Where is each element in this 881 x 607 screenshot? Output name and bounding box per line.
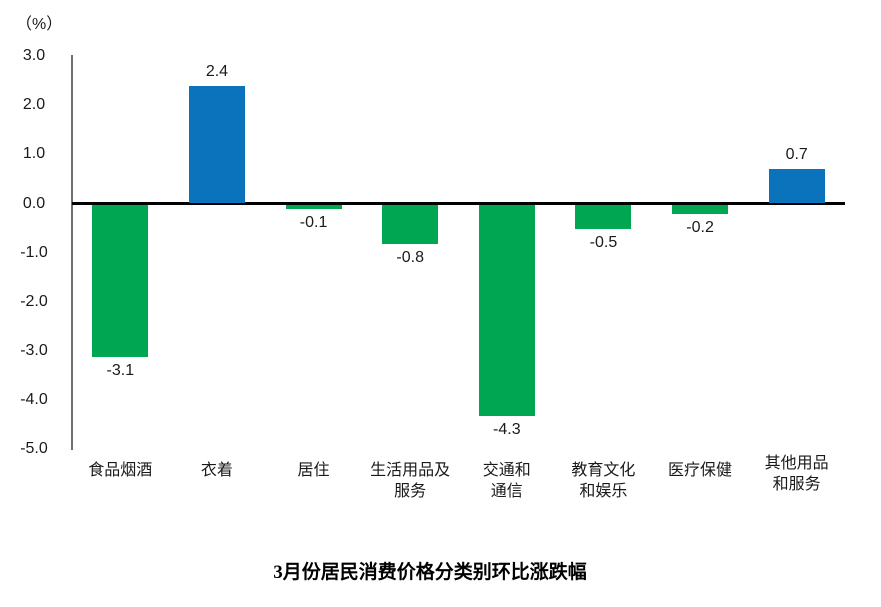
bar-1	[92, 204, 149, 357]
chart-title: 3月份居民消费价格分类别环比涨跌幅	[273, 562, 587, 583]
x-category-label: 其他用品 和服务	[764, 455, 829, 493]
zero-baseline	[72, 202, 845, 205]
y-tick-label: 3.0	[22, 47, 46, 65]
bar-value-label: -0.2	[686, 219, 714, 237]
x-category-label: 衣着	[200, 462, 233, 479]
x-category-label: 生活用品及 服务	[370, 462, 451, 500]
bar-value-label: -3.1	[106, 361, 135, 379]
bar-value-label: -0.5	[589, 234, 618, 252]
y-tick-label: -2.0	[20, 292, 48, 310]
bar-6	[575, 204, 632, 230]
bar-value-label: -0.8	[396, 248, 424, 266]
bar-5	[478, 204, 535, 416]
bar-3	[285, 204, 342, 210]
y-tick-label: 1.0	[22, 145, 46, 163]
x-category-label: 食品烟酒	[88, 462, 153, 479]
y-tick-label: 2.0	[22, 96, 46, 114]
x-category-label: 医疗保健	[668, 462, 733, 479]
bar-value-label: 2.4	[205, 62, 229, 80]
y-axis-unit-label: （%）	[16, 16, 63, 33]
y-tick-label: -5.0	[20, 440, 48, 457]
bar-8	[768, 169, 825, 204]
bar-value-label: -4.3	[493, 420, 521, 438]
bar-7	[672, 204, 729, 215]
bar-value-label: 0.7	[785, 146, 808, 164]
bar-4	[382, 204, 439, 244]
x-category-label: 交通和 通信	[482, 462, 531, 500]
bar-value-label: -0.1	[299, 214, 328, 232]
bar-2	[188, 85, 245, 204]
y-tick-label: -4.0	[20, 390, 48, 408]
x-category-label: 教育文化 和娱乐	[571, 462, 636, 500]
y-tick-label: -1.0	[20, 243, 48, 261]
y-tick-label: -3.0	[20, 341, 48, 359]
y-tick-label: 0.0	[22, 194, 46, 212]
x-category-label: 居住	[297, 462, 330, 479]
y-axis-line	[71, 55, 73, 450]
